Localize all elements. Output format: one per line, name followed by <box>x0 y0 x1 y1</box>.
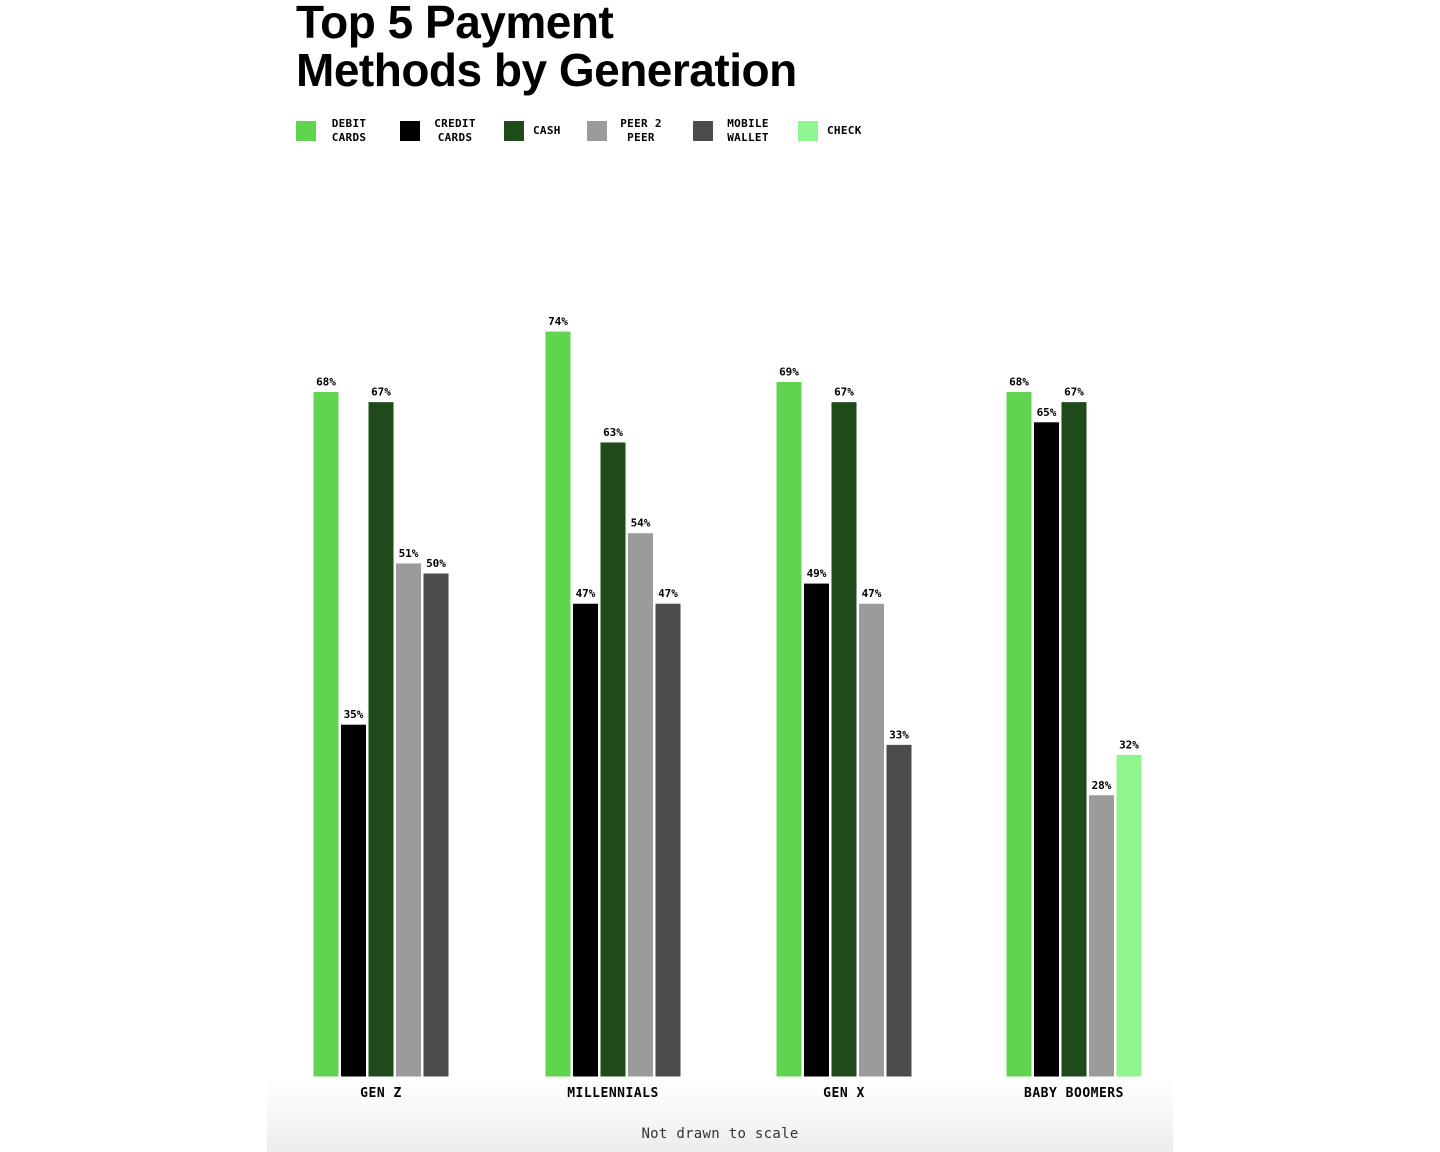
data-label-millennials-mobile-wallet: 47% <box>658 587 678 600</box>
bar-millennials-cash <box>599 441 627 1078</box>
bar-gen-z-cash <box>367 401 395 1078</box>
category-label-baby-boomers: BABY BOOMERS <box>1024 1086 1124 1101</box>
bar-baby-boomers-debit-cards <box>1005 391 1033 1078</box>
legend-swatch-credit-cards <box>400 121 420 141</box>
data-label-baby-boomers-check: 32% <box>1119 738 1139 751</box>
bar-gen-x-debit-cards <box>775 380 803 1078</box>
legend-swatch-debit-cards <box>296 121 316 141</box>
data-label-baby-boomers-debit-cards: 68% <box>1009 376 1029 389</box>
data-label-gen-z-cash: 67% <box>371 386 391 399</box>
data-label-gen-z-peer-2-peer: 51% <box>399 547 419 560</box>
data-label-gen-x-mobile-wallet: 33% <box>889 728 909 741</box>
legend-swatch-peer-2-peer <box>587 121 607 141</box>
bar-millennials-debit-cards <box>544 330 572 1078</box>
legend-label-debit-cards: DEBIT CARDS <box>331 117 367 144</box>
bar-baby-boomers-credit-cards <box>1033 421 1060 1078</box>
bar-gen-x-mobile-wallet <box>885 743 913 1078</box>
legend-swatch-check <box>798 121 818 141</box>
category-label-millennials: MILLENNIALS <box>567 1086 659 1101</box>
chart-title-line-1: Top 5 Payment <box>296 0 614 48</box>
data-label-millennials-credit-cards: 47% <box>576 587 596 600</box>
data-label-millennials-peer-2-peer: 54% <box>631 517 651 530</box>
bar-gen-z-debit-cards <box>312 391 340 1078</box>
data-label-millennials-debit-cards: 74% <box>548 315 568 328</box>
bar-gen-z-credit-cards <box>340 723 367 1078</box>
data-label-baby-boomers-peer-2-peer: 28% <box>1092 779 1112 792</box>
bar-gen-z-mobile-wallet <box>422 572 450 1078</box>
legend-label-check: CHECK <box>827 124 862 137</box>
data-label-gen-x-credit-cards: 49% <box>807 567 827 580</box>
bar-baby-boomers-check <box>1115 753 1143 1078</box>
bar-millennials-credit-cards <box>572 602 599 1078</box>
data-label-millennials-cash: 63% <box>603 426 623 439</box>
bar-gen-x-peer-2-peer <box>858 602 885 1078</box>
footer-note: Not drawn to scale <box>641 1126 799 1142</box>
bar-gen-x-cash <box>830 401 858 1078</box>
bar-gen-z-peer-2-peer <box>395 562 422 1078</box>
data-label-gen-x-debit-cards: 69% <box>779 365 799 378</box>
chart-title-line-2: Methods by Generation <box>296 44 797 96</box>
footer-fade <box>267 1078 1173 1152</box>
bar-gen-x-credit-cards <box>803 582 830 1078</box>
category-label-gen-x: GEN X <box>823 1086 865 1101</box>
category-label-gen-z: GEN Z <box>360 1086 402 1101</box>
chart-title: Top 5 Payment Methods by Generation <box>296 0 797 94</box>
legend-label-cash: CASH <box>533 124 561 137</box>
data-label-gen-z-debit-cards: 68% <box>316 376 336 389</box>
legend-label-mobile-wallet: MOBILE WALLET <box>727 117 769 144</box>
legend-label-peer-2-peer: PEER 2 PEER <box>620 117 662 144</box>
data-label-gen-z-mobile-wallet: 50% <box>426 557 446 570</box>
data-label-gen-x-cash: 67% <box>834 386 854 399</box>
bar-millennials-mobile-wallet <box>654 602 682 1078</box>
bar-baby-boomers-cash <box>1060 401 1088 1078</box>
data-label-gen-x-peer-2-peer: 47% <box>862 587 882 600</box>
legend-swatch-mobile-wallet <box>693 121 713 141</box>
data-label-gen-z-credit-cards: 35% <box>344 708 364 721</box>
bar-baby-boomers-peer-2-peer <box>1088 794 1115 1078</box>
legend-label-credit-cards: CREDIT CARDS <box>434 117 476 144</box>
data-label-baby-boomers-cash: 67% <box>1064 386 1084 399</box>
legend-swatch-cash <box>504 121 524 141</box>
data-label-baby-boomers-credit-cards: 65% <box>1037 406 1057 419</box>
bar-millennials-peer-2-peer <box>627 532 654 1078</box>
